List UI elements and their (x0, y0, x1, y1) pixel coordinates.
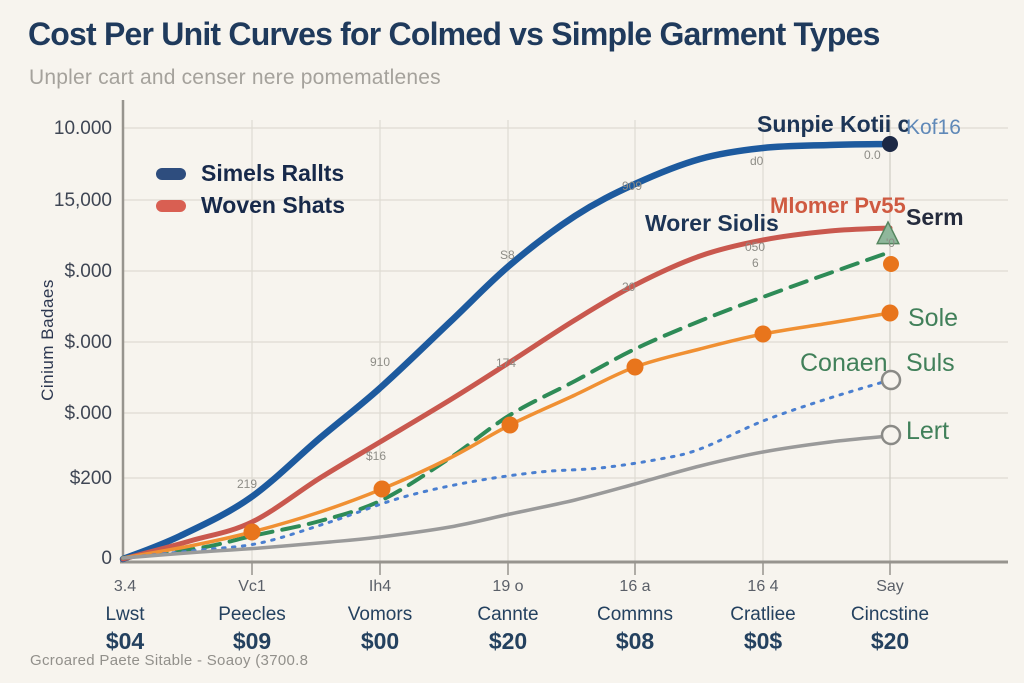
data-point-label: 0.0 (864, 148, 881, 162)
y-axis-tick-label: $200 (69, 468, 112, 489)
data-point-label: 20 (622, 280, 636, 294)
x-axis-value-label: $04 (105, 628, 145, 654)
series-line-green-dashed (121, 250, 892, 560)
x-axis-tick-label: Vc1 (238, 578, 266, 595)
data-point-label: d0 (750, 154, 764, 168)
legend-item-woven-shats: Woven Shats (156, 194, 345, 217)
x-axis-category-label: Cannte (477, 604, 539, 625)
data-point-label: $16 (366, 449, 387, 463)
x-axis-category-label: Cratliee (730, 604, 796, 625)
series-line-orange (121, 311, 892, 560)
series-line-woven-shats (120, 225, 893, 562)
data-point-marker (754, 325, 772, 343)
data-point-label: 050 (745, 240, 766, 254)
end-marker-dot (882, 136, 898, 152)
legend-label: Woven Shats (201, 192, 345, 218)
y-axis-tick-label: 15,000 (53, 190, 112, 211)
x-axis-tick-label: 16 a (619, 578, 651, 595)
legend-label: Simels Rallts (201, 160, 345, 186)
data-point-label: 910 (370, 355, 391, 369)
x-axis-value-label: $00 (360, 628, 400, 654)
series-annotation: Worer Siolis (645, 210, 779, 236)
x-axis-value-label: $20 (488, 628, 528, 654)
data-point-label: '0 (886, 236, 895, 250)
data-point-marker (243, 523, 261, 541)
data-point-label: S8 (500, 248, 515, 262)
x-axis-tick-label: 19 o (492, 578, 524, 595)
y-axis-tick-label: 10.000 (53, 118, 112, 139)
y-axis-tick-label: 0 (101, 548, 112, 569)
series-annotation: Sole (908, 304, 959, 332)
x-axis-tick-label: 3.4 (113, 578, 137, 595)
series-annotation: Mlomer Pv55 (770, 193, 906, 218)
x-axis-value-label: $20 (870, 628, 910, 654)
y-axis-tick-label: $.000 (64, 261, 112, 282)
data-point-label: 6 (752, 256, 759, 270)
series-annotation: Suls (906, 349, 955, 377)
data-point-label: 174 (496, 356, 517, 370)
legend-swatch-red-icon (156, 199, 186, 212)
legend-item-simels-rallts: Simels Rallts (156, 162, 345, 185)
data-point-label: 909 (622, 179, 643, 193)
data-point-marker (626, 358, 644, 376)
series-annotation: Kof16 (906, 116, 961, 139)
end-marker-open-circle (880, 369, 902, 391)
data-point-marker (373, 480, 391, 498)
series-line-blue-dotted (121, 378, 892, 560)
x-axis-category-label: Peecles (218, 604, 286, 625)
end-marker-triangle (875, 220, 901, 245)
x-axis-tick-label: Ih4 (368, 578, 392, 595)
x-axis-value-label: $09 (232, 628, 272, 654)
page-title: Cost Per Unit Curves for Colmed vs Simpl… (28, 16, 880, 52)
series-line-simels-rallts (119, 140, 894, 563)
chart-subtitle: Unpler cart and censer nere pomematlenes (29, 66, 441, 89)
y-axis-tick-label: $.000 (64, 332, 112, 353)
data-point-marker (501, 416, 519, 434)
x-axis-category-label: Vomors (347, 604, 413, 625)
y-axis-tick-label: $.000 (64, 403, 112, 424)
series-annotation: Serm (906, 204, 964, 230)
data-point-marker (881, 304, 899, 322)
legend: Simels Rallts Woven Shats (156, 162, 345, 217)
x-axis-tick-label: 16 4 (747, 578, 779, 595)
x-axis-value-label: $0$ (743, 628, 783, 654)
source-note: Gcroared Paete Sitable - Soaoy (3700.8 (30, 652, 309, 669)
end-marker-open-circle (880, 424, 902, 446)
data-point-label: 219 (237, 477, 258, 491)
series-annotation: Lert (906, 417, 950, 445)
x-axis-category-label: Lwst (105, 604, 145, 625)
x-axis-category-label: Cincstine (850, 604, 930, 625)
x-axis-category-label: Commns (596, 604, 674, 625)
legend-swatch-blue-icon (156, 167, 186, 180)
series-annotation: Sunpie Kotii c (757, 111, 911, 137)
x-axis-value-label: $08 (615, 628, 655, 654)
series-annotation: Conaen (800, 349, 888, 377)
series-line-gray (121, 434, 892, 560)
x-axis-tick-label: Say (876, 578, 904, 595)
end-marker-dot (883, 256, 899, 272)
